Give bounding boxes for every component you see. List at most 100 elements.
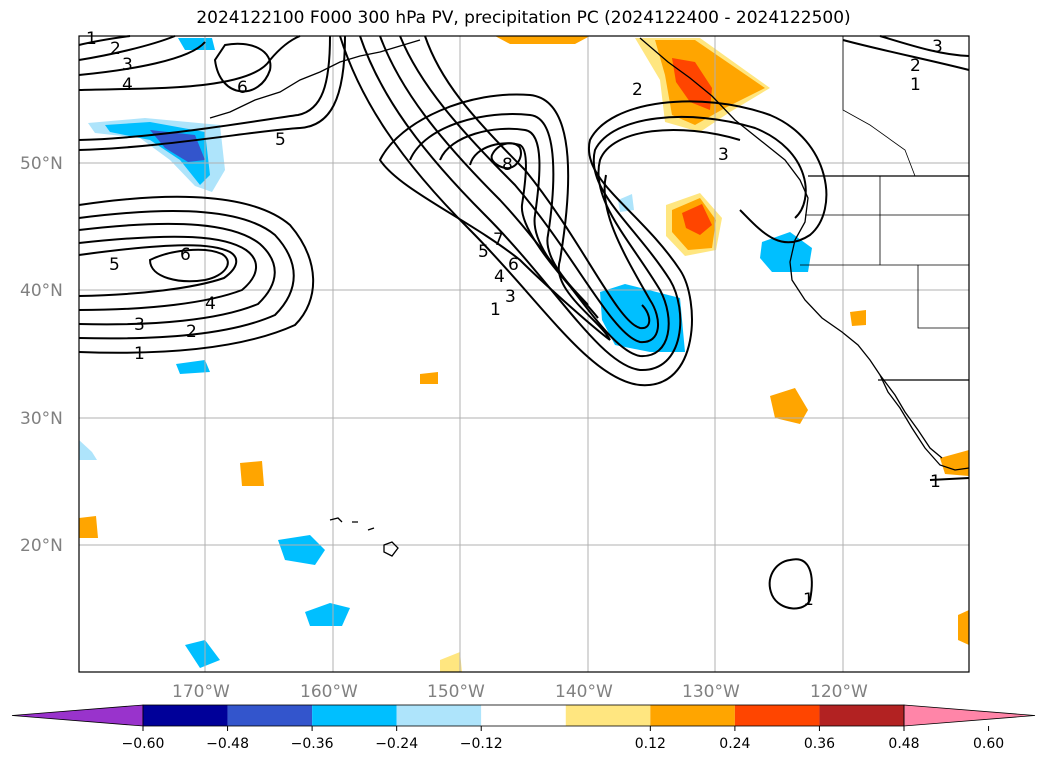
colorbar-tick-label: −0.36 bbox=[291, 736, 334, 752]
colorbar-segment bbox=[650, 705, 735, 726]
contour-mexico bbox=[929, 477, 970, 481]
lon-label: 160°W bbox=[300, 682, 358, 702]
precip-region-oregon bbox=[760, 232, 812, 272]
colorbar-segment bbox=[819, 705, 904, 726]
lon-label: 150°W bbox=[427, 682, 485, 702]
colorbar-tick-label: 0.60 bbox=[973, 736, 1004, 752]
contour-label: 1 bbox=[910, 75, 921, 95]
contour-trough-3 bbox=[379, 35, 741, 358]
colorbar-segment bbox=[481, 705, 566, 726]
colorbar-tick-label: 0.24 bbox=[719, 736, 750, 752]
lon-label: 140°W bbox=[555, 682, 613, 702]
contour-label: 5 bbox=[275, 130, 286, 150]
contour-label: 3 bbox=[932, 37, 943, 57]
precip-region-aleutian-max bbox=[150, 130, 205, 162]
precip-region-offshore-high-core bbox=[682, 204, 712, 235]
contour-label: 7 bbox=[493, 230, 504, 250]
contour-label: 3 bbox=[718, 145, 729, 165]
contour-label: 5 bbox=[478, 242, 489, 262]
pv-contours bbox=[78, 35, 970, 610]
contour-ridge-4 bbox=[469, 142, 576, 293]
contour-ridge-8 bbox=[490, 142, 522, 170]
colorbar-extend-high bbox=[903, 704, 1036, 727]
coastline-baja bbox=[879, 374, 943, 459]
map-background bbox=[79, 36, 969, 672]
contour-northeast-1 bbox=[842, 39, 970, 71]
colorbar-segment bbox=[396, 705, 482, 726]
lon-label: 170°W bbox=[172, 682, 230, 702]
contour-west-3 bbox=[78, 222, 276, 326]
precip-region-south-small bbox=[440, 652, 462, 672]
map-title: 2024122100 F000 300 hPa PV, precipitatio… bbox=[196, 8, 851, 28]
colorbar-tick-label: 0.48 bbox=[888, 736, 919, 752]
precip-region-west-edge bbox=[79, 440, 97, 460]
precip-region-central-small bbox=[240, 461, 264, 486]
colorbar-frame bbox=[142, 704, 905, 727]
precip-region-california-offshore bbox=[770, 388, 808, 424]
lat-label: 30°N bbox=[20, 409, 63, 429]
contour-label: 1 bbox=[490, 300, 501, 320]
contour-trough-4 bbox=[399, 35, 660, 344]
contour-west-5 bbox=[78, 244, 238, 297]
contour-subtropical-1 bbox=[768, 558, 813, 610]
contour-label: 5 bbox=[109, 255, 120, 275]
state-lines bbox=[800, 176, 969, 329]
precip-region-hawaii-east bbox=[305, 603, 350, 626]
contour-label: 3 bbox=[134, 315, 145, 335]
contour-north-3 bbox=[78, 41, 206, 76]
colorbar-tick-label: −0.48 bbox=[206, 736, 249, 752]
contour-label: 3 bbox=[505, 287, 516, 307]
contour-label: 4 bbox=[494, 267, 505, 287]
precip-region-hawaii-north bbox=[278, 535, 325, 565]
precip-region-southwest bbox=[185, 640, 220, 668]
contour-trough-1 bbox=[339, 35, 828, 387]
contour-label: 6 bbox=[237, 78, 248, 98]
contour-labels: 1 2 3 4 5 6 2 3 4 1 6 5 8 7 6 5 4 3 1 2 … bbox=[86, 29, 943, 610]
colorbar-tick-label: 0.12 bbox=[635, 736, 666, 752]
contour-label: 2 bbox=[632, 80, 643, 100]
colorbar-tick-label: −0.60 bbox=[122, 736, 165, 752]
lat-label: 40°N bbox=[20, 281, 63, 301]
contour-north-4 bbox=[78, 35, 301, 91]
contour-label: 4 bbox=[205, 294, 216, 314]
contour-trough-2 bbox=[359, 35, 807, 372]
colorbar-segment bbox=[565, 705, 651, 726]
colorbar-extend-low bbox=[11, 704, 144, 727]
precip-region-baja-small bbox=[850, 310, 866, 326]
contour-label: 2 bbox=[110, 39, 121, 59]
contour-label: 1 bbox=[930, 472, 941, 492]
contour-label: 4 bbox=[122, 75, 133, 95]
map-frame bbox=[78, 35, 970, 673]
colorbar-segment bbox=[312, 705, 397, 726]
colorbar-tick-label: −0.12 bbox=[460, 736, 503, 752]
map-panel: 1 2 3 4 5 6 2 3 4 1 6 5 8 7 6 5 4 3 1 2 … bbox=[78, 29, 970, 673]
colorbar-segment bbox=[734, 705, 820, 726]
contour-north-2 bbox=[78, 35, 176, 61]
contour-northeast-2 bbox=[879, 35, 970, 57]
contour-west-6 bbox=[148, 248, 229, 283]
colorbar-segment bbox=[227, 705, 313, 726]
colorbar-tick-label: −0.24 bbox=[375, 736, 418, 752]
contour-label: 1 bbox=[134, 344, 145, 364]
contour-trough-5 bbox=[424, 35, 651, 330]
lon-label: 130°W bbox=[682, 682, 740, 702]
latitude-labels: 50°N 40°N 30°N 20°N bbox=[20, 154, 63, 556]
lat-label: 20°N bbox=[20, 536, 63, 556]
contour-label: 6 bbox=[180, 245, 191, 265]
colorbar-tick-label: 0.36 bbox=[804, 736, 835, 752]
longitude-labels: 170°W 160°W 150°W 140°W 130°W 120°W bbox=[172, 682, 868, 702]
contour-north-5b bbox=[78, 35, 331, 141]
precip-shading bbox=[79, 36, 969, 672]
lon-label: 120°W bbox=[810, 682, 868, 702]
contour-label: 6 bbox=[508, 255, 519, 275]
precip-region-small-1 bbox=[176, 360, 210, 374]
colorbar: −0.60 −0.48 −0.36 −0.24 −0.12 0.12 0.24 0.36 0.4… bbox=[11, 704, 1036, 752]
precip-region-mid-small bbox=[420, 372, 438, 384]
contour-label: 2 bbox=[910, 56, 921, 76]
precip-region-west-small bbox=[79, 516, 98, 538]
contour-label: 2 bbox=[186, 322, 197, 342]
contour-label: 3 bbox=[122, 55, 133, 75]
precip-region-alaska-red bbox=[672, 58, 712, 110]
contour-north-6 bbox=[213, 42, 272, 93]
